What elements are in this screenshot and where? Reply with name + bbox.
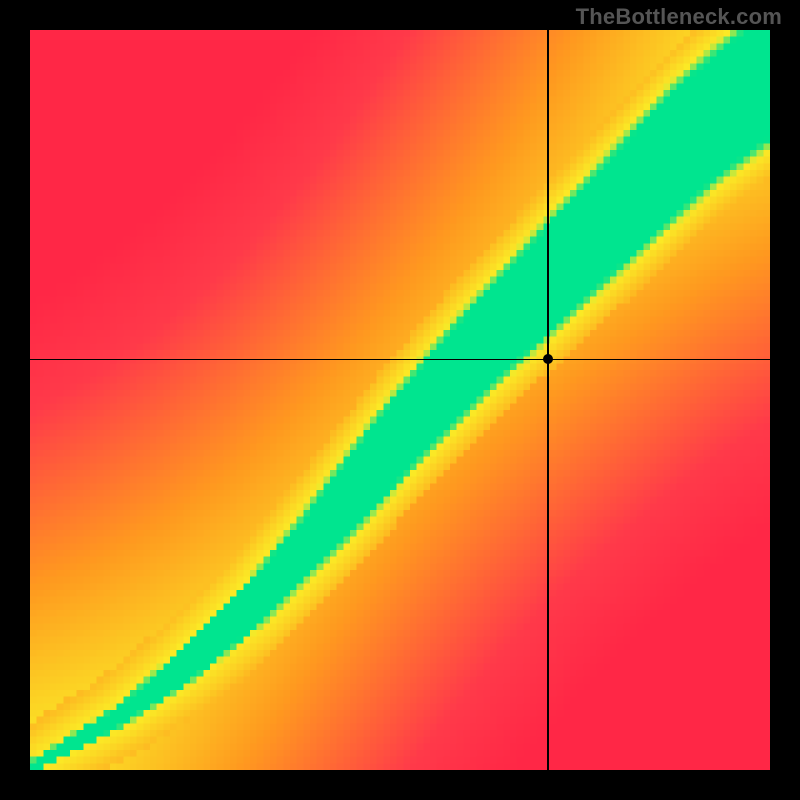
chart-stage: TheBottleneck.com — [0, 0, 800, 800]
crosshair-vertical-line — [547, 30, 549, 770]
crosshair-horizontal-line — [30, 359, 770, 361]
bottleneck-heatmap — [30, 30, 770, 770]
crosshair-marker-dot — [543, 354, 553, 364]
watermark-text: TheBottleneck.com — [576, 4, 782, 30]
